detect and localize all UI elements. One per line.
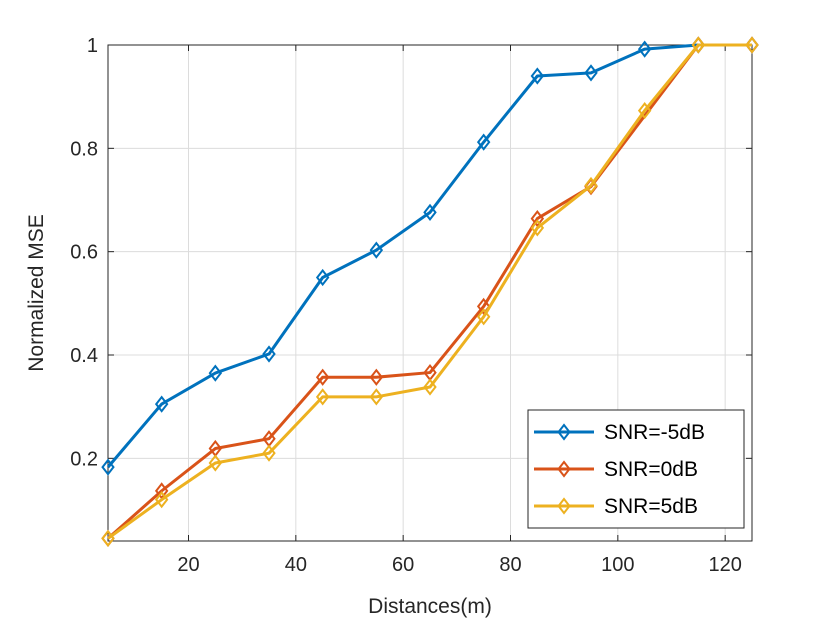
- x-tick-label: 80: [499, 554, 521, 576]
- data-point: [584, 176, 598, 195]
- x-axis-label: Distances(m): [368, 595, 492, 618]
- data-point: [476, 308, 491, 326]
- y-tick-label: 0.2: [70, 448, 98, 470]
- legend-label: SNR=0dB: [604, 458, 698, 481]
- data-point: [637, 40, 652, 58]
- data-point: [423, 378, 437, 396]
- data-point: [530, 209, 545, 228]
- y-axis-label: Normalized MSE: [25, 214, 48, 372]
- data-point: [476, 133, 491, 151]
- data-point: [154, 491, 169, 509]
- x-tick-label: 20: [177, 554, 199, 576]
- legend: SNR=-5dB SNR=0dB SNR=5dB: [527, 409, 745, 529]
- x-tick-label: 40: [285, 554, 307, 576]
- data-point: [154, 395, 169, 413]
- data-point: [208, 364, 223, 382]
- data-point: [315, 368, 330, 386]
- data-point: [530, 219, 545, 237]
- series-3: [101, 36, 759, 548]
- legend-marker: [557, 497, 571, 515]
- data-point: [369, 241, 384, 259]
- data-point: [476, 297, 491, 316]
- data-point: [315, 388, 330, 406]
- y-tick-label: 0.8: [70, 138, 98, 160]
- data-point: [584, 64, 598, 82]
- data-point: [369, 368, 384, 386]
- legend-marker: [557, 423, 571, 441]
- data-point: [530, 67, 545, 85]
- data-point: [315, 268, 330, 287]
- y-tick-label: 0.6: [70, 242, 98, 264]
- data-point: [369, 388, 384, 406]
- plot-frame: [107, 44, 753, 542]
- data-point: [101, 529, 115, 548]
- legend-label: SNR=-5dB: [604, 421, 705, 444]
- data-point: [691, 36, 706, 54]
- data-point: [637, 101, 652, 120]
- y-tick-label: 1: [87, 35, 98, 57]
- series-line: [107, 43, 752, 540]
- data-point: [423, 203, 437, 222]
- data-point: [745, 36, 759, 54]
- x-tick-label: 120: [708, 554, 741, 576]
- legend-label: SNR=5dB: [604, 495, 698, 518]
- x-tick-label: 100: [601, 554, 634, 576]
- x-tick-label: 60: [392, 554, 414, 576]
- series-line: [106, 43, 752, 469]
- axis-ticks: 20 40 60 80 100 120 0.2 0.4 0.6 0.8 1: [70, 35, 752, 576]
- data-point: [208, 454, 223, 472]
- data-point: [101, 458, 115, 476]
- data-point: [262, 345, 276, 363]
- y-tick-label: 0.4: [70, 345, 98, 367]
- data-point: [262, 444, 276, 462]
- legend-marker: [557, 460, 571, 478]
- series-layer: [101, 36, 759, 548]
